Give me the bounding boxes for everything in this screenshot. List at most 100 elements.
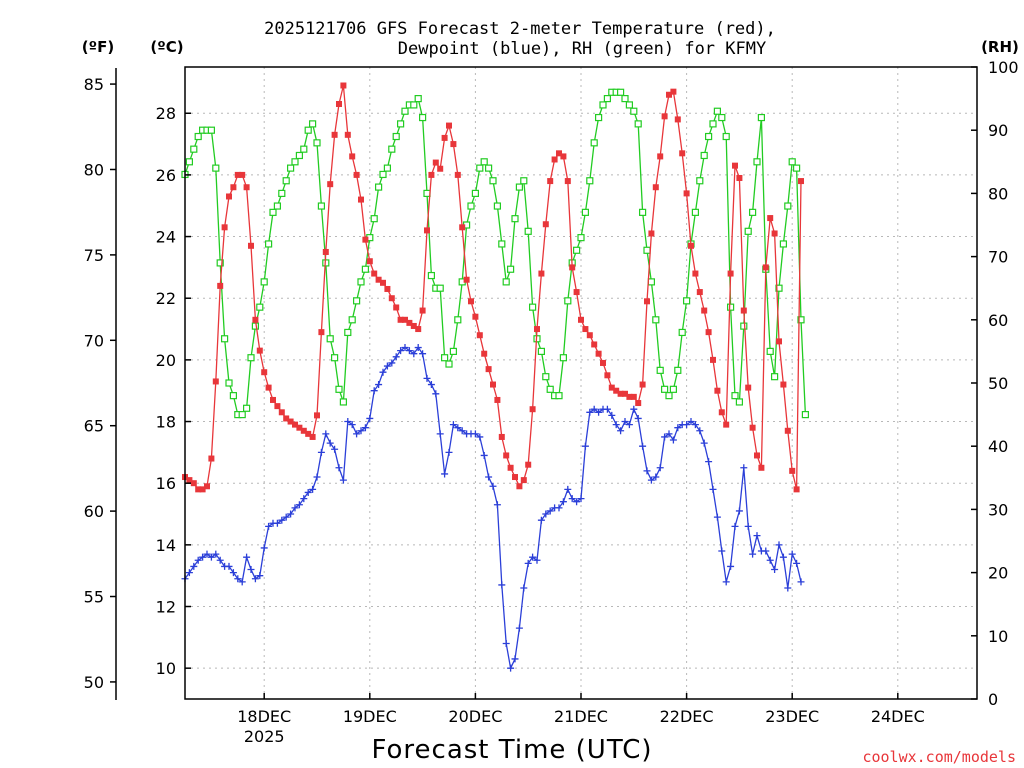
rh-point bbox=[361, 265, 369, 273]
temperature-point bbox=[415, 326, 422, 333]
dewpoint-point bbox=[498, 581, 506, 589]
temperature-point bbox=[652, 184, 659, 191]
rh-point bbox=[291, 158, 299, 166]
dewpoint-point bbox=[524, 559, 532, 567]
dewpoint-point bbox=[480, 451, 488, 459]
dewpoint-point bbox=[357, 427, 365, 435]
temperature-point bbox=[749, 424, 756, 431]
dewpoint-point bbox=[709, 485, 717, 493]
rh-point bbox=[634, 120, 642, 128]
fahrenheit-tick-label: 55 bbox=[84, 588, 104, 607]
rh-point bbox=[696, 177, 704, 185]
rh-point bbox=[212, 164, 220, 172]
rh-point bbox=[392, 132, 400, 141]
temperature-point bbox=[762, 264, 769, 271]
dewpoint-point bbox=[313, 473, 321, 481]
dewpoint-point bbox=[238, 578, 246, 586]
rh-point bbox=[507, 265, 515, 273]
temperature-point bbox=[644, 298, 650, 305]
rh-point bbox=[317, 202, 325, 210]
dewpoint-point bbox=[256, 572, 264, 580]
dewpoint-point bbox=[203, 550, 211, 558]
rh-point bbox=[520, 177, 528, 185]
dewpoint-point bbox=[353, 430, 361, 438]
dewpoint-point bbox=[749, 550, 757, 558]
dewpoint-point bbox=[713, 513, 721, 521]
temperature-point bbox=[793, 486, 800, 493]
dewpoint-point bbox=[520, 584, 528, 592]
rh-point bbox=[542, 373, 550, 381]
dewpoint-point bbox=[432, 390, 440, 398]
dewpoint-point bbox=[441, 470, 449, 478]
celsius-tick-label: 22 bbox=[156, 289, 176, 308]
rh-point bbox=[238, 411, 246, 419]
dewpoint-point bbox=[304, 488, 312, 496]
dewpoint-point bbox=[454, 424, 462, 432]
temperature-point bbox=[529, 406, 536, 413]
rh-tick-label: 10 bbox=[988, 627, 1008, 646]
rh-point bbox=[370, 215, 378, 223]
fahrenheit-tick-label: 80 bbox=[84, 160, 104, 179]
dewpoint-point bbox=[656, 464, 664, 472]
temperature-point bbox=[586, 332, 593, 339]
dewpoint-point bbox=[590, 405, 598, 413]
rh-point bbox=[221, 335, 229, 343]
dewpoint-point bbox=[348, 421, 356, 429]
temperature-point bbox=[208, 455, 215, 462]
temperature-point bbox=[428, 171, 435, 178]
dewpoint-point bbox=[735, 507, 743, 515]
dewpoint-point bbox=[586, 408, 594, 416]
rh-point bbox=[572, 246, 581, 254]
rh-point bbox=[493, 202, 501, 210]
dewpoint-point bbox=[445, 448, 453, 456]
temperature-point bbox=[635, 400, 642, 407]
temperature-point bbox=[630, 393, 637, 400]
temperature-point bbox=[406, 319, 413, 326]
fahrenheit-axis: 50 55 60 65 70 75 80 85 bbox=[84, 75, 116, 692]
rh-point bbox=[757, 113, 766, 122]
temperature-point bbox=[481, 350, 488, 357]
temperature-point bbox=[595, 350, 602, 357]
rh-point bbox=[656, 366, 664, 374]
temperature-point bbox=[661, 113, 668, 120]
dewpoint-point bbox=[243, 553, 251, 561]
dewpoint-point bbox=[388, 359, 396, 367]
rh-point bbox=[383, 164, 391, 172]
dewpoint-point bbox=[718, 547, 726, 555]
rh-point bbox=[603, 94, 612, 103]
dewpoint-point bbox=[722, 578, 730, 586]
series-line bbox=[184, 346, 802, 671]
rh-point bbox=[515, 183, 524, 191]
rh-tick-label: 20 bbox=[988, 564, 1008, 583]
temperature-point bbox=[349, 153, 356, 160]
rh-point bbox=[682, 297, 691, 305]
dewpoint-point bbox=[577, 495, 585, 503]
temperature-point bbox=[542, 221, 549, 228]
rh-point bbox=[586, 177, 594, 185]
temperature-point bbox=[344, 131, 351, 138]
temperature-point bbox=[314, 412, 320, 419]
rh-point bbox=[713, 107, 722, 115]
temperature-point bbox=[353, 171, 360, 178]
rh-point bbox=[753, 158, 761, 166]
temperature-point bbox=[710, 356, 716, 363]
plot-frame bbox=[184, 66, 978, 700]
rh-point bbox=[229, 392, 237, 400]
rh-point bbox=[357, 278, 365, 286]
dewpoint-point bbox=[511, 655, 519, 663]
temperature-point bbox=[410, 322, 417, 329]
temperature-point bbox=[679, 150, 686, 157]
temperature-point bbox=[199, 486, 206, 493]
rh-point bbox=[731, 392, 739, 400]
rh-point bbox=[485, 164, 493, 172]
temperature-point bbox=[472, 313, 479, 320]
rh-point bbox=[788, 158, 796, 166]
rh-point bbox=[185, 158, 193, 166]
temperature-point bbox=[463, 276, 470, 283]
dewpoint-point bbox=[265, 522, 273, 530]
rh-point bbox=[766, 347, 774, 355]
rh-point bbox=[726, 303, 735, 311]
dewpoint-point bbox=[683, 421, 691, 429]
temperature-point bbox=[503, 452, 510, 459]
